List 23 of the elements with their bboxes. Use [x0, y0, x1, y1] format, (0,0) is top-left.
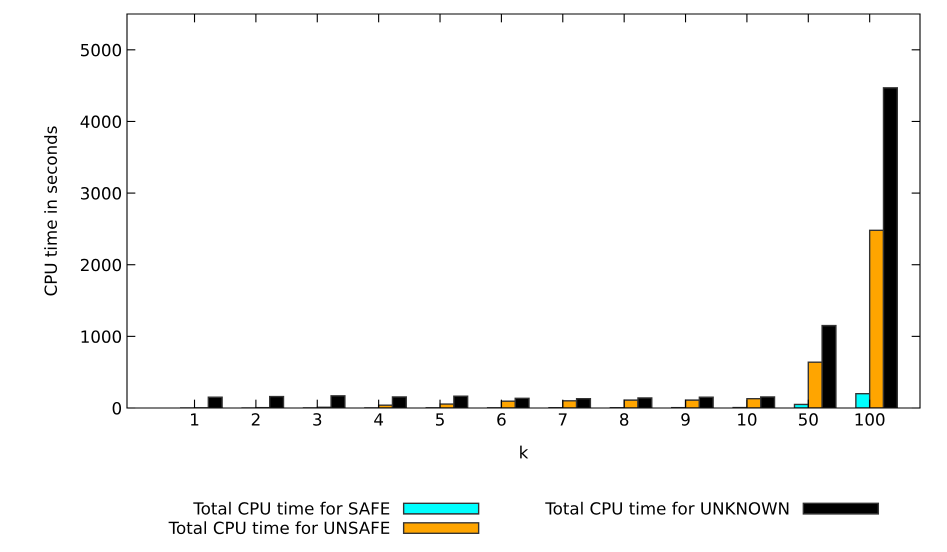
legend-label: Total CPU time for SAFE [193, 502, 390, 515]
x-tick-label: 50 [798, 413, 818, 426]
x-axis-title: k [520, 446, 528, 458]
x-tick-label: 3 [313, 413, 322, 426]
x-tick-label: 8 [620, 413, 628, 426]
x-tick-label: 9 [681, 413, 690, 426]
y-tick-label: 0 [112, 402, 122, 415]
x-tick-label: 5 [436, 413, 444, 426]
y-tick-label: 3000 [80, 187, 122, 200]
x-tick-label: 1 [191, 413, 198, 426]
y-tick-label: 1000 [82, 330, 122, 343]
x-tick-label: 100 [856, 413, 884, 426]
legend-label: Total CPU time for UNKNOWN [545, 502, 788, 515]
y-tick-label: 2000 [80, 258, 122, 272]
y-tick-label: 5000 [81, 44, 122, 56]
x-tick-label: 4 [374, 413, 384, 426]
x-tick-label: 7 [558, 413, 567, 426]
y-tick-label: 4000 [80, 115, 122, 128]
x-tick-label: 2 [252, 413, 260, 426]
x-tick-label: 10 [738, 413, 756, 426]
x-tick-label: 6 [497, 413, 506, 426]
legend-label: Total CPU time for UNSAFE [168, 521, 390, 534]
y-axis-title: CPU time in seconds [44, 126, 58, 296]
